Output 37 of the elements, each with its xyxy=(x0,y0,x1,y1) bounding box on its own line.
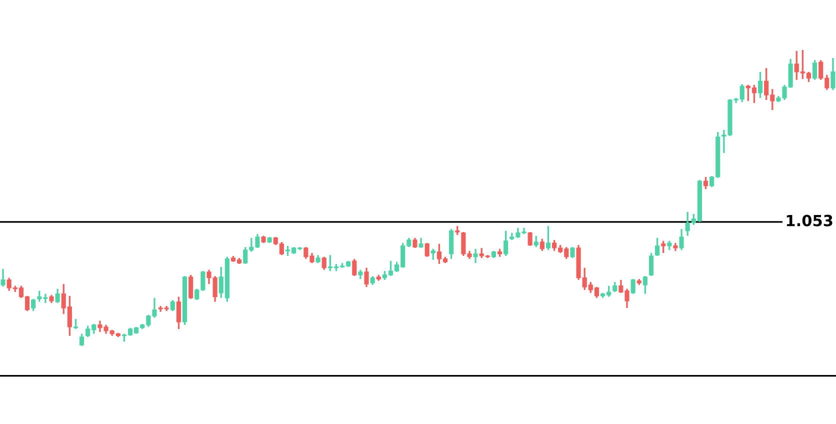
candlestick xyxy=(570,246,575,259)
candlestick xyxy=(449,228,454,260)
candlestick xyxy=(758,71,763,99)
candlestick xyxy=(540,238,544,252)
candlestick xyxy=(364,266,369,288)
candlestick xyxy=(655,237,660,257)
candlestick xyxy=(642,275,648,295)
candlestick xyxy=(528,231,532,247)
candlestick xyxy=(322,256,326,271)
candlestick xyxy=(679,228,684,251)
candlestick xyxy=(667,240,672,251)
candlestick xyxy=(630,278,636,295)
candlestick xyxy=(188,274,194,300)
annotation: 1.053 xyxy=(786,214,832,226)
candlestick xyxy=(703,176,708,190)
candlestick xyxy=(170,299,175,312)
candlestick xyxy=(473,248,478,264)
candlestick xyxy=(648,252,654,277)
candlestick xyxy=(418,237,424,249)
candlestick xyxy=(661,240,666,254)
candlestick xyxy=(79,332,84,347)
candlestick xyxy=(830,57,836,91)
candlestick xyxy=(504,230,508,257)
candlestick xyxy=(73,318,78,330)
candlestick xyxy=(430,248,436,261)
candlestick xyxy=(534,234,538,248)
candlestick xyxy=(176,296,181,330)
candlestick xyxy=(412,237,418,249)
candlestick xyxy=(358,269,363,280)
candlestick xyxy=(612,281,618,293)
candlestick xyxy=(31,298,36,312)
candlestick xyxy=(55,288,60,304)
candlestick xyxy=(812,59,818,81)
candlestick xyxy=(546,225,551,251)
candlestick xyxy=(0,268,6,288)
candlestick xyxy=(424,242,430,258)
candlestick xyxy=(352,258,357,277)
